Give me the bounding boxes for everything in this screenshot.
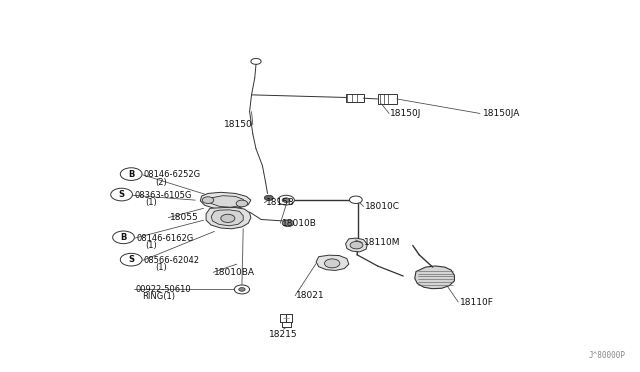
- Circle shape: [120, 168, 142, 180]
- Text: B: B: [128, 170, 134, 179]
- Polygon shape: [208, 196, 245, 207]
- Text: (1): (1): [145, 241, 157, 250]
- Polygon shape: [206, 208, 251, 229]
- Circle shape: [349, 196, 362, 203]
- Polygon shape: [415, 266, 454, 289]
- Text: 18010C: 18010C: [365, 202, 400, 211]
- Text: 18010B: 18010B: [282, 219, 316, 228]
- Text: 18150: 18150: [224, 120, 253, 129]
- Text: 18150JA: 18150JA: [483, 109, 520, 118]
- Text: 18110F: 18110F: [460, 298, 493, 307]
- Circle shape: [234, 285, 250, 294]
- Text: J^80000P: J^80000P: [589, 351, 626, 360]
- Polygon shape: [346, 238, 367, 252]
- Circle shape: [324, 259, 340, 268]
- Text: 18158: 18158: [266, 198, 294, 207]
- Circle shape: [264, 195, 273, 201]
- Circle shape: [239, 288, 245, 291]
- Polygon shape: [316, 255, 349, 270]
- Text: (2): (2): [155, 178, 166, 187]
- Text: (1): (1): [155, 263, 166, 272]
- Text: 18215: 18215: [269, 330, 298, 339]
- FancyBboxPatch shape: [378, 94, 397, 104]
- Text: 18055: 18055: [170, 213, 198, 222]
- Polygon shape: [211, 210, 243, 226]
- Text: 08146-6252G: 08146-6252G: [144, 170, 201, 179]
- Circle shape: [236, 200, 248, 207]
- Circle shape: [120, 253, 142, 266]
- Circle shape: [113, 231, 134, 244]
- Text: 08566-62042: 08566-62042: [144, 256, 200, 265]
- Circle shape: [278, 195, 294, 205]
- Text: 00922-50610: 00922-50610: [136, 285, 191, 294]
- Circle shape: [111, 188, 132, 201]
- Text: 18010BA: 18010BA: [214, 268, 255, 277]
- Text: S: S: [128, 255, 134, 264]
- Text: 18110M: 18110M: [364, 238, 400, 247]
- Text: B: B: [120, 233, 127, 242]
- Text: 18150J: 18150J: [390, 109, 422, 118]
- Polygon shape: [200, 192, 251, 209]
- Text: 18021: 18021: [296, 291, 325, 300]
- Text: 08146-6162G: 08146-6162G: [136, 234, 193, 243]
- Circle shape: [282, 220, 294, 227]
- Text: RING(1): RING(1): [142, 292, 175, 301]
- Circle shape: [202, 197, 214, 203]
- Text: (1): (1): [145, 198, 157, 207]
- Text: 08363-6105G: 08363-6105G: [134, 191, 192, 200]
- Circle shape: [282, 198, 290, 202]
- Circle shape: [350, 241, 363, 249]
- Circle shape: [221, 214, 235, 222]
- Text: S: S: [118, 190, 125, 199]
- FancyBboxPatch shape: [346, 94, 364, 102]
